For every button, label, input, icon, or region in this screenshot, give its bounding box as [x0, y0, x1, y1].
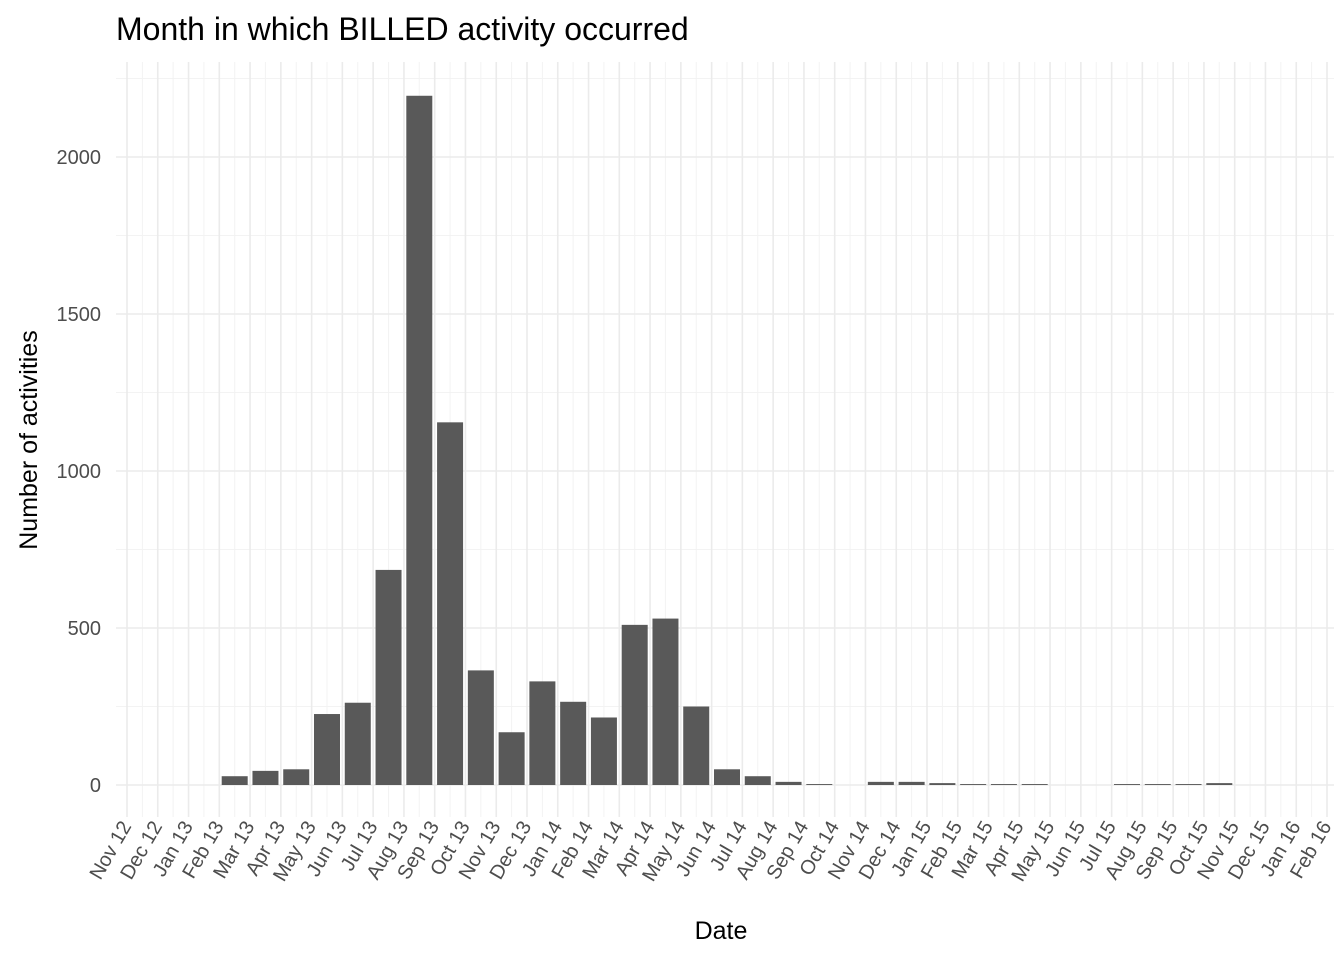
y-axis-title: Number of activities: [15, 330, 43, 550]
bar: [1114, 784, 1140, 785]
bar: [898, 781, 925, 785]
bar: [221, 776, 248, 785]
bar: [775, 781, 802, 785]
bar: [621, 624, 648, 785]
bar: [744, 776, 771, 785]
y-tick-label: 1500: [57, 304, 102, 326]
y-tick-labels: 0 500 1000 1500 2000: [57, 147, 102, 797]
major-grid: [116, 62, 1334, 817]
bar: [529, 681, 556, 785]
bar: [252, 770, 279, 785]
bar: [960, 784, 987, 785]
bar: [929, 783, 956, 785]
x-axis-title: Date: [695, 917, 748, 945]
bar: [990, 784, 1017, 785]
bar: [806, 784, 833, 785]
bar: [283, 769, 310, 785]
bar: [714, 769, 740, 785]
y-tick-label: 500: [68, 618, 101, 640]
bar: [344, 702, 371, 785]
bar: [652, 618, 679, 785]
bar: [590, 717, 617, 785]
bar: [560, 701, 587, 785]
bar: [867, 781, 894, 785]
bar: [375, 569, 402, 785]
bar: [314, 714, 340, 785]
bars: [221, 95, 1233, 785]
bar: [1144, 784, 1171, 785]
bar: [1206, 783, 1233, 785]
bar: [437, 422, 464, 785]
bar: [467, 670, 494, 785]
bar: [1175, 784, 1202, 785]
minor-grid: [116, 62, 1334, 817]
bar: [683, 706, 710, 785]
y-tick-label: 1000: [57, 461, 102, 483]
bar: [406, 95, 433, 785]
chart-title: Month in which BILLED activity occurred: [116, 11, 689, 47]
bar: [1021, 784, 1048, 785]
y-tick-label: 0: [90, 775, 101, 797]
bar: [498, 732, 525, 785]
y-tick-label: 2000: [57, 147, 102, 169]
